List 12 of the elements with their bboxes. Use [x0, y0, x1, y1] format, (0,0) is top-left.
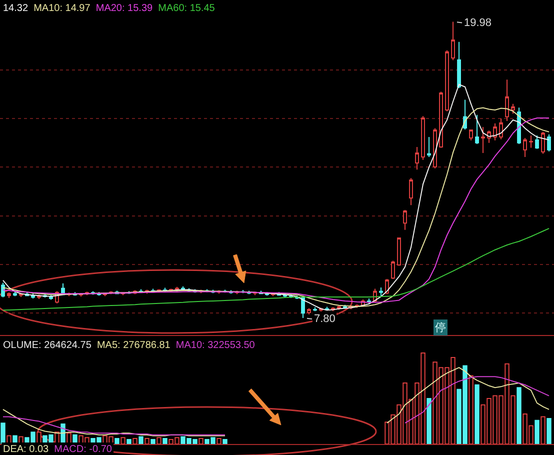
text: 14.32 [3, 3, 28, 14]
text: 停 [435, 321, 446, 334]
text: MA10: 14.97 [34, 3, 91, 14]
text: MA5: 276786.81 [96, 340, 171, 351]
annotation: 19.98 [464, 17, 492, 29]
annotation: MACD: -0.70 [54, 444, 112, 455]
text: MA60: 15.45 [158, 3, 216, 14]
annotation: 7.80 [314, 313, 336, 325]
chart-title: OLUME: 264624.75 [3, 340, 92, 351]
text: MA20: 15.39 [96, 3, 154, 14]
text: MA10: 322553.50 [176, 340, 256, 351]
annotation: DEA: 0.03 [3, 444, 50, 455]
